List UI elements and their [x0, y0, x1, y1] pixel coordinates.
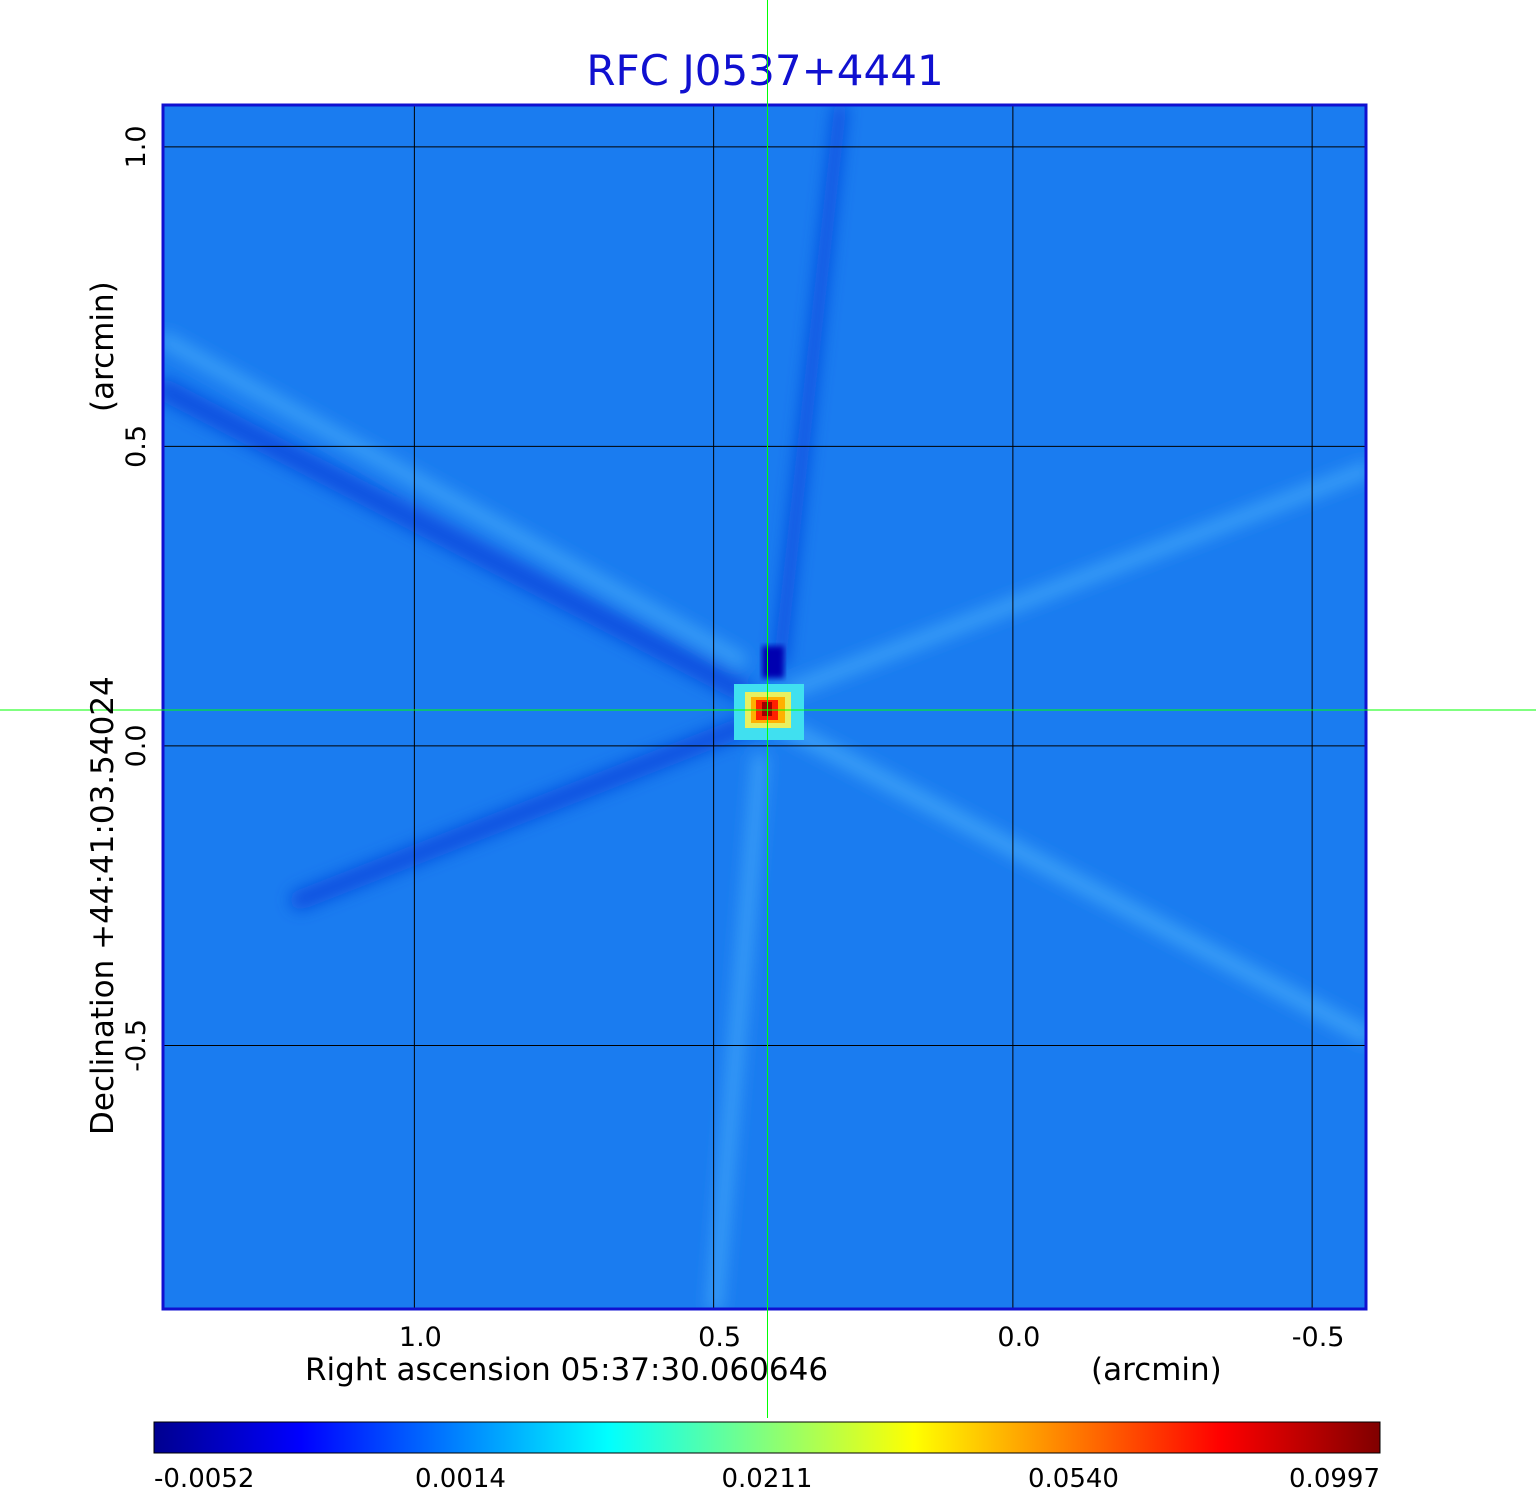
x-tick-label: 0.5: [698, 1322, 741, 1353]
x-axis-unit: (arcmin): [1091, 1352, 1222, 1388]
image-map: [163, 105, 1366, 1309]
x-tick-label: -0.5: [1292, 1322, 1345, 1353]
streak-light-nw: [163, 333, 747, 667]
streak-light-se: [782, 722, 1366, 1043]
colorbar-tick-label: 0.0014: [415, 1464, 506, 1494]
colorbar: [153, 1421, 1381, 1454]
y-tick-label: 0.5: [121, 425, 152, 468]
y-axis-label: Declination +44:41:03.54024: [85, 676, 121, 1135]
streak-dark-sw: [290, 710, 770, 910]
y-tick-label: 0.0: [121, 724, 152, 767]
streak-dark-nw: [163, 379, 751, 701]
colorbar-tick-label: 0.0540: [1028, 1464, 1119, 1494]
sidelobe-streaks: [163, 105, 1366, 1309]
colorbar-tick-labels: -0.0052 0.0014 0.0211 0.0540 0.0997: [154, 1464, 1380, 1494]
colorbar-tick-label: 0.0997: [1289, 1464, 1380, 1494]
colorbar-tick-label: -0.0052: [154, 1464, 254, 1494]
x-tick-labels: 1.0 0.5 0.0 -0.5: [399, 1322, 1345, 1353]
streak-dark-n: [773, 105, 847, 667]
colorbar-tick-label: 0.0211: [722, 1464, 813, 1494]
x-axis-label: Right ascension 05:37:30.060646: [305, 1352, 828, 1388]
y-axis-unit: (arcmin): [85, 281, 121, 412]
streak-light-ne: [783, 463, 1366, 697]
y-tick-label: 1.0: [121, 125, 152, 168]
y-tick-label: -0.5: [121, 1019, 152, 1072]
crosshair: [0, 0, 1536, 1418]
plot-frame: [161, 103, 1368, 1311]
grid-lines: [163, 105, 1366, 1309]
core-dark-notch: [762, 646, 784, 678]
x-tick-label: 1.0: [399, 1322, 442, 1353]
chart-title: RFC J0537+4441: [586, 46, 943, 95]
y-tick-labels: 1.0 0.5 0.0 -0.5: [121, 125, 152, 1071]
streak-light-s: [708, 753, 767, 1309]
x-tick-label: 0.0: [997, 1322, 1040, 1353]
